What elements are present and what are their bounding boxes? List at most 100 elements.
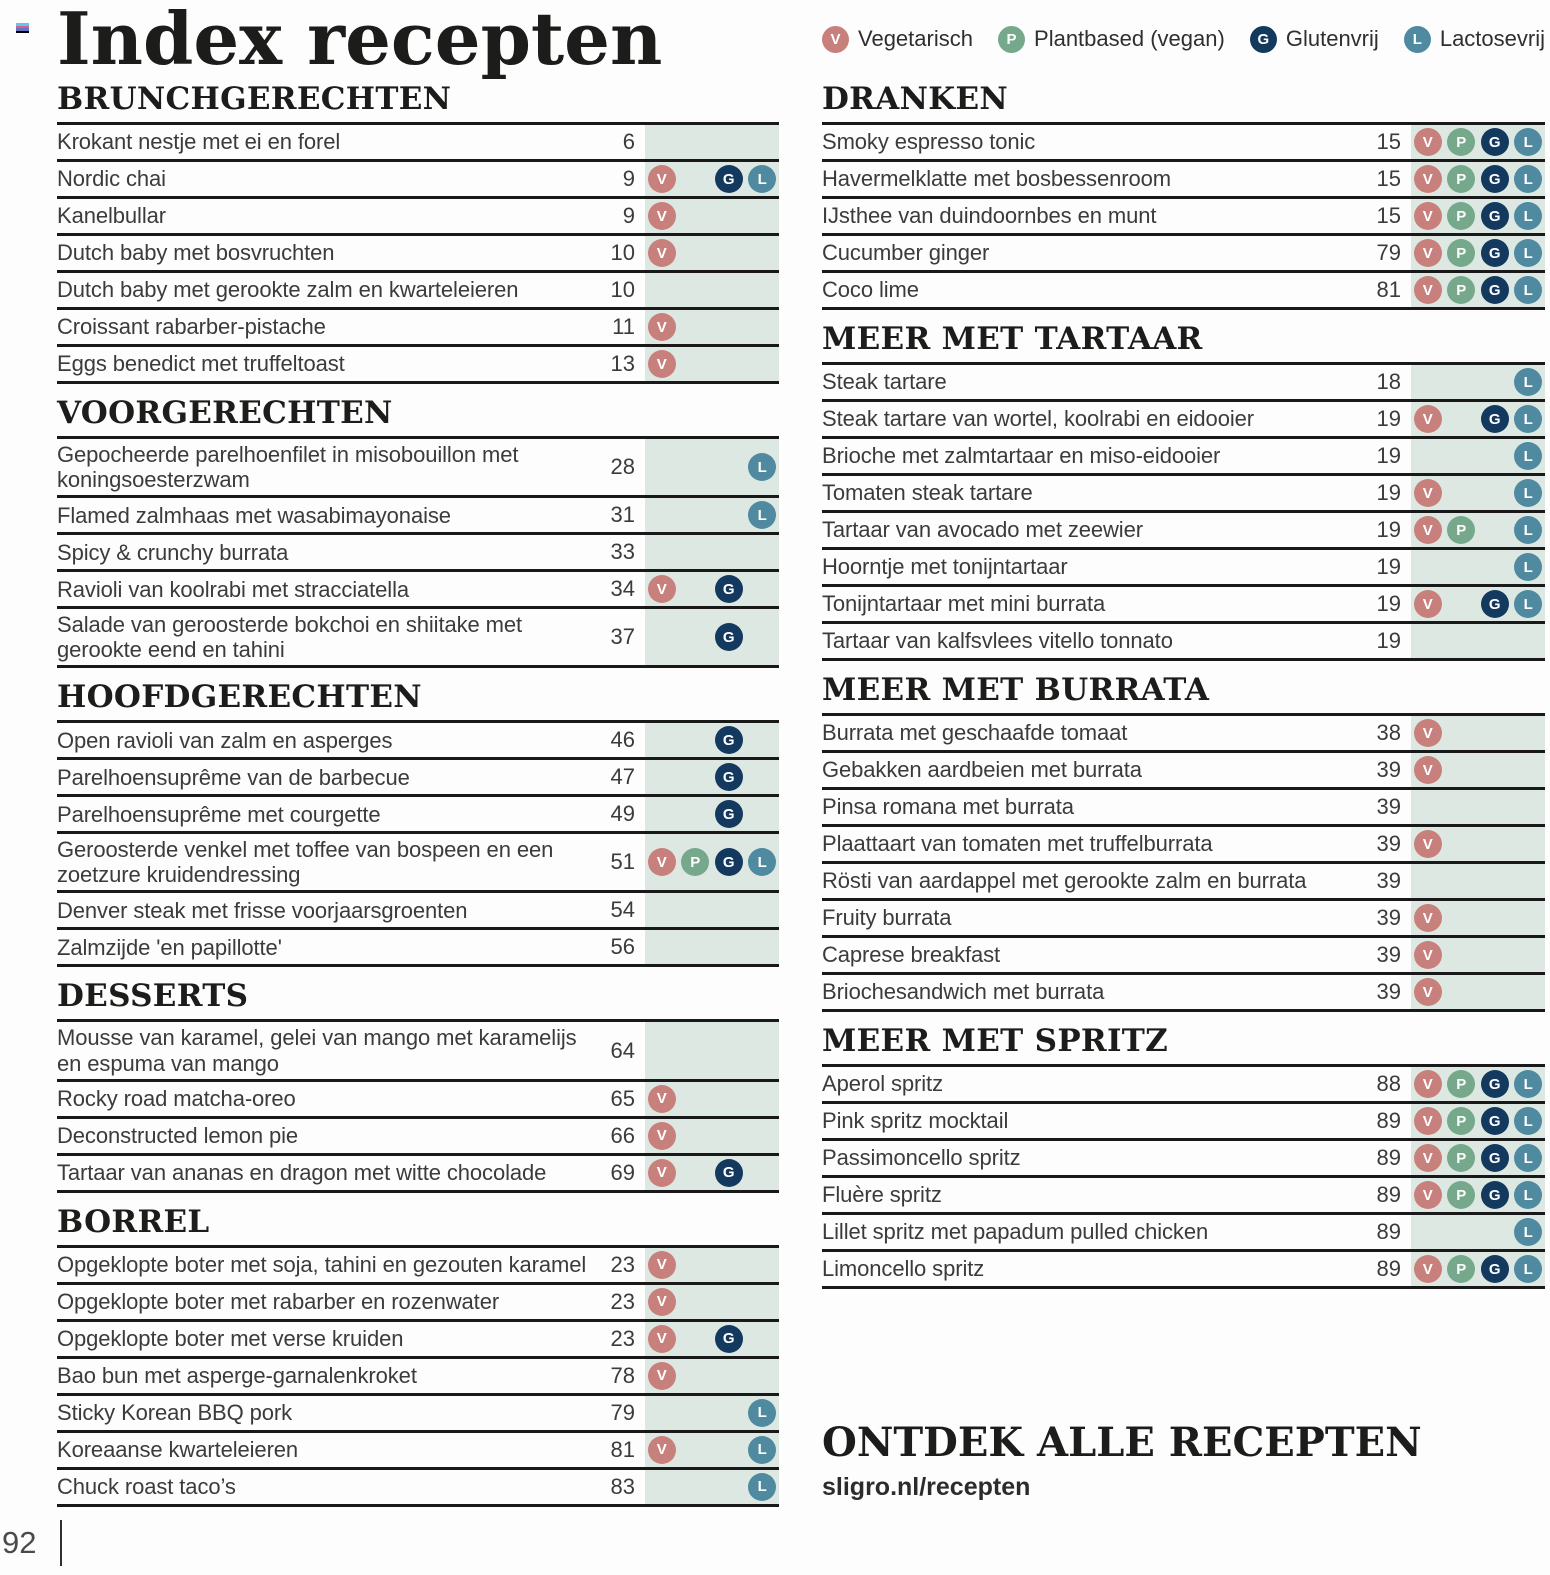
recipe-row: Pinsa romana met burrata 39	[822, 790, 1545, 827]
diet-l-icon: L	[1514, 1218, 1543, 1246]
recipe-row: Geroosterde venkel met toffee van bospee…	[57, 834, 779, 894]
diet-icon-slot-l: L	[1512, 479, 1546, 507]
recipe-page-number: 89	[1376, 1145, 1401, 1170]
section-desserts: DESSERTS Mousse van karamel, gelei van ma…	[57, 981, 779, 1193]
recipe-name: Tartaar van avocado met zeewier	[822, 517, 1143, 543]
recipe-name: Fruity burrata	[822, 905, 952, 931]
recipe-row: Flamed zalmhaas met wasabimayonaise 31 L	[57, 498, 779, 536]
diet-icon-slot-v: V	[645, 239, 679, 267]
recipe-row: Brioche met zalmtartaar en miso-eidooier…	[822, 439, 1545, 476]
recipe-row: Fruity burrata 39 V	[822, 901, 1545, 938]
section-voorgerechten: VOORGERECHTEN Gepocheerde parelhoenfilet …	[57, 398, 779, 669]
diet-icon-slot-l: L	[1512, 276, 1546, 304]
recipe-name: Geroosterde venkel met toffee van bospee…	[57, 837, 554, 888]
diet-l-icon: L	[1514, 590, 1543, 618]
diet-l-icon: L	[748, 848, 777, 877]
diet-v-icon: V	[1413, 590, 1442, 618]
diet-g-icon: G	[1480, 165, 1509, 193]
diet-icon-strip: V	[645, 310, 779, 344]
recipe-row: Nordic chai 9 V G L	[57, 162, 779, 199]
recipe-page-number: 54	[610, 897, 635, 923]
recipe-page-number: 19	[1376, 406, 1401, 431]
diet-icon-slot-g: G	[1478, 1255, 1512, 1283]
recipe-name: Flamed zalmhaas met wasabimayonaise	[57, 502, 451, 528]
diet-icon-slot-p: P	[679, 848, 713, 877]
recipe-row: Tartaar van avocado met zeewier 19 V P L	[822, 513, 1545, 550]
diet-l-icon: L	[1514, 1144, 1543, 1172]
diet-v-icon: V	[647, 1121, 676, 1150]
diet-icon-strip: G	[645, 609, 779, 666]
diet-l-icon: L	[1514, 128, 1543, 156]
recipe-name: Chuck roast taco’s	[57, 1474, 236, 1500]
recipe-page-number: 19	[1376, 517, 1401, 542]
recipe-page-number: 79	[1376, 240, 1401, 265]
left-sections: BRUNCHGERECHTEN Krokant nestje met ei en …	[57, 84, 779, 1507]
diet-p-icon: P	[1447, 1107, 1476, 1135]
recipe-page-number: 28	[610, 454, 635, 480]
diet-icon-slot-v: V	[645, 1324, 679, 1353]
recipe-row: Dutch baby met gerookte zalm en kwartele…	[57, 273, 779, 310]
recipe-name: Burrata met geschaafde tomaat	[822, 720, 1128, 746]
diet-icon-slot-l: L	[1512, 553, 1546, 581]
diet-g-icon: G	[1249, 25, 1277, 53]
recipe-name: Denver steak met frisse voorjaarsgroente…	[57, 897, 468, 923]
diet-l-icon: L	[1514, 442, 1543, 470]
recipe-page-number: 10	[610, 277, 635, 302]
diet-v-icon: V	[1413, 276, 1442, 304]
diet-icon-strip	[1411, 624, 1545, 658]
diet-l-icon: L	[1514, 553, 1543, 581]
section-borrel: BORREL Opgeklopte boter met soja, tahini …	[57, 1206, 779, 1507]
diet-icon-strip: V	[645, 1081, 779, 1116]
legend-label: Vegetarisch	[858, 26, 973, 51]
diet-g-icon: G	[714, 726, 743, 755]
diet-v-icon: V	[1413, 202, 1442, 230]
diet-g-icon: G	[714, 763, 743, 792]
recipe-row: Bao bun met asperge-garnalenkroket 78 V	[57, 1358, 779, 1396]
diet-icon-slot-l: L	[1512, 1107, 1546, 1135]
diet-icon-strip: L	[645, 1469, 779, 1504]
diet-icon-slot-v: V	[1411, 239, 1445, 267]
recipe-name: Dutch baby met gerookte zalm en kwartele…	[57, 277, 519, 303]
section-heading: BORREL	[57, 1206, 779, 1248]
diet-icon-strip: V	[1411, 901, 1545, 935]
diet-l-icon: L	[1403, 25, 1431, 53]
footer-title: ONTDEK ALLE RECEPTEN	[822, 1419, 1422, 1466]
recipe-row: Opgeklopte boter met verse kruiden 23 V G	[57, 1321, 779, 1359]
recipe-page-number: 31	[610, 502, 635, 528]
diet-g-icon: G	[1480, 405, 1509, 433]
diet-icon-slot-p: P	[1445, 128, 1479, 156]
diet-p-icon: P	[1447, 239, 1476, 267]
diet-l-icon: L	[1514, 1255, 1543, 1283]
diet-l-icon: L	[1514, 202, 1543, 230]
diet-icon-slot-v: V	[1411, 590, 1445, 618]
diet-g-icon: G	[1480, 128, 1509, 156]
diet-l-icon: L	[1514, 405, 1543, 433]
recipe-name: Tartaar van ananas en dragon met witte c…	[57, 1160, 547, 1186]
diet-p-icon: P	[1447, 516, 1476, 544]
diet-icon-slot-v: V	[1411, 1181, 1445, 1209]
diet-icon-slot-v: V	[1411, 1070, 1445, 1098]
recipe-row: Kanelbullar 9 V	[57, 199, 779, 236]
diet-icon-slot-p: P	[1445, 1070, 1479, 1098]
diet-icon-slot-l: L	[1512, 1070, 1546, 1098]
recipe-name: Krokant nestje met ei en forel	[57, 129, 341, 155]
diet-icon-strip	[1411, 864, 1545, 898]
diet-icon-slot-v: V	[1411, 830, 1445, 858]
diet-icon-slot-g: G	[1478, 1144, 1512, 1172]
diet-icon-slot-v: V	[1411, 978, 1445, 1006]
diet-icon-slot-l: L	[1512, 368, 1546, 396]
diet-l-icon: L	[1514, 276, 1543, 304]
recipe-page-number: 34	[610, 576, 635, 602]
recipe-row: Aperol spritz 88 V P G L	[822, 1067, 1545, 1104]
